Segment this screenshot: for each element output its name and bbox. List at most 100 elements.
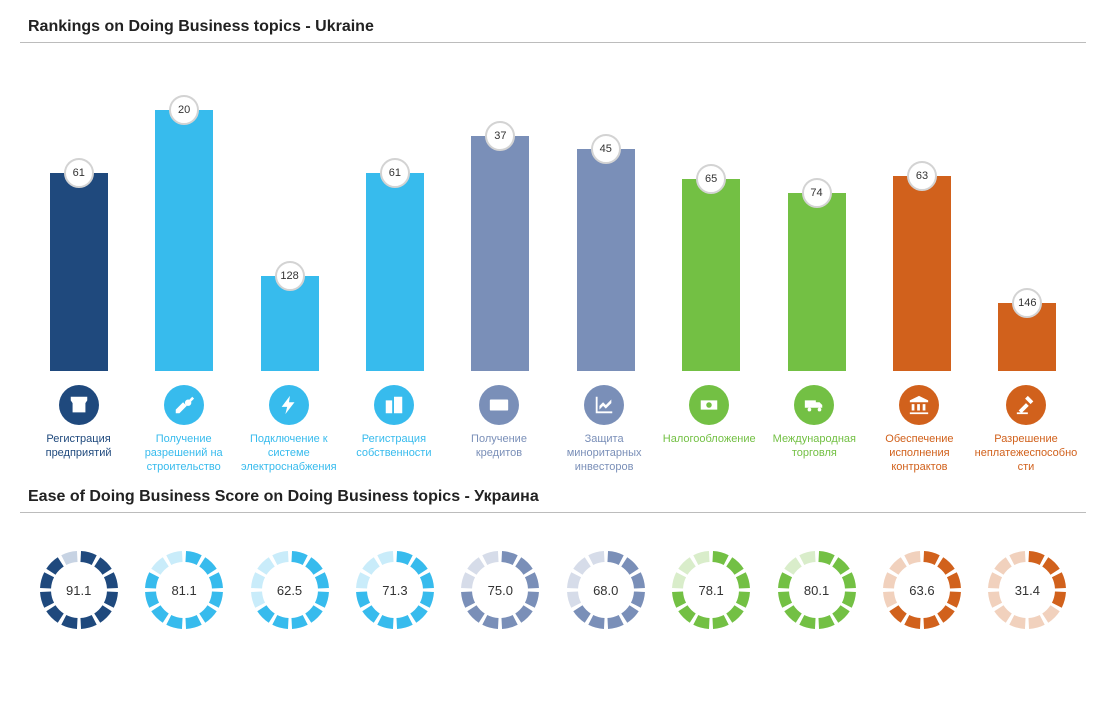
score-value: 62.5	[251, 551, 329, 629]
rank-badge: 20	[169, 95, 199, 125]
score-donut: 80.1	[764, 551, 869, 629]
scores-donut-row: 91.1 81.1 62.5 71.3 75.0 68.0 78.1 80.1 63.6 31.4	[20, 527, 1086, 629]
donut: 80.1	[778, 551, 856, 629]
legend-label: Обеспечение исполнения контрактов	[867, 433, 972, 474]
score-donut: 62.5	[237, 551, 342, 629]
legend-label: Регистрация собственности	[341, 433, 446, 461]
bar-fill	[366, 173, 424, 371]
legend-item: Регистрация собственности	[341, 385, 446, 474]
bar-column: 61	[342, 57, 447, 371]
donut: 91.1	[40, 551, 118, 629]
score-donut: 63.6	[869, 551, 974, 629]
score-donut: 81.1	[131, 551, 236, 629]
legend-item: Налогообложение	[657, 385, 762, 474]
bar: 74	[788, 193, 846, 371]
legend-item: Получение кредитов	[446, 385, 551, 474]
score-donut: 78.1	[658, 551, 763, 629]
bar-fill	[893, 176, 951, 371]
chart-icon	[584, 385, 624, 425]
bar-fill	[577, 149, 635, 371]
legend-label: Получение разрешений на строительство	[131, 433, 236, 474]
legend-label: Разрешение неплатежеспособности	[972, 433, 1080, 474]
scores-title: Ease of Doing Business Score on Doing Bu…	[28, 488, 1086, 506]
bar-fill	[682, 179, 740, 371]
bar: 20	[155, 110, 213, 371]
bar: 146	[998, 303, 1056, 371]
score-donut: 75.0	[448, 551, 553, 629]
score-value: 80.1	[778, 551, 856, 629]
donut: 78.1	[672, 551, 750, 629]
legend-item: Обеспечение исполнения контрактов	[867, 385, 972, 474]
donut: 75.0	[461, 551, 539, 629]
divider	[20, 512, 1086, 513]
bar-column: 74	[764, 57, 869, 371]
rank-badge: 74	[802, 178, 832, 208]
score-value: 63.6	[883, 551, 961, 629]
bar-column: 146	[975, 57, 1080, 371]
rank-badge: 61	[380, 158, 410, 188]
score-value: 75.0	[461, 551, 539, 629]
donut: 81.1	[145, 551, 223, 629]
buildings-icon	[374, 385, 414, 425]
rank-badge: 146	[1012, 288, 1042, 318]
money-icon	[689, 385, 729, 425]
bar-column: 45	[553, 57, 658, 371]
score-donut: 71.3	[342, 551, 447, 629]
card-icon	[479, 385, 519, 425]
rankings-bar-chart: 6120128613745657463146	[20, 57, 1086, 377]
legend-label: Регистрация предприятий	[26, 433, 131, 461]
bar: 63	[893, 176, 951, 371]
tools-icon	[164, 385, 204, 425]
rankings-title: Rankings on Doing Business topics - Ukra…	[28, 18, 1086, 36]
bar-fill	[50, 173, 108, 371]
legend-item: Международная торговля	[762, 385, 867, 474]
bar-fill	[155, 110, 213, 371]
bar-fill	[471, 136, 529, 371]
score-donut: 31.4	[975, 551, 1080, 629]
legend-label: Налогообложение	[663, 433, 756, 447]
rank-badge: 128	[275, 261, 305, 291]
score-value: 31.4	[988, 551, 1066, 629]
score-donut: 68.0	[553, 551, 658, 629]
bar: 65	[682, 179, 740, 371]
bar: 128	[261, 276, 319, 371]
score-value: 68.0	[567, 551, 645, 629]
bar-column: 61	[26, 57, 131, 371]
legend-item: Регистрация предприятий	[26, 385, 131, 474]
legend-item: Получение разрешений на строительство	[131, 385, 236, 474]
bar: 61	[50, 173, 108, 371]
rank-badge: 37	[485, 121, 515, 151]
bar-column: 20	[131, 57, 236, 371]
store-icon	[59, 385, 99, 425]
score-value: 81.1	[145, 551, 223, 629]
score-value: 71.3	[356, 551, 434, 629]
bolt-icon	[269, 385, 309, 425]
legend-label: Защита миноритарных инвесторов	[552, 433, 657, 474]
court-icon	[899, 385, 939, 425]
divider	[20, 42, 1086, 43]
bar: 61	[366, 173, 424, 371]
score-value: 78.1	[672, 551, 750, 629]
bar-fill	[788, 193, 846, 371]
rank-badge: 61	[64, 158, 94, 188]
legend-label: Международная торговля	[762, 433, 867, 461]
bar-column: 37	[448, 57, 553, 371]
legend-item: Подключение к системе электроснабжения	[236, 385, 341, 474]
legend-item: Разрешение неплатежеспособности	[972, 385, 1080, 474]
donut: 63.6	[883, 551, 961, 629]
score-value: 91.1	[40, 551, 118, 629]
rankings-legend-row: Регистрация предприятийПолучение разреше…	[20, 377, 1086, 474]
rank-badge: 65	[696, 164, 726, 194]
bar: 45	[577, 149, 635, 371]
donut: 68.0	[567, 551, 645, 629]
score-donut: 91.1	[26, 551, 131, 629]
rank-badge: 63	[907, 161, 937, 191]
rank-badge: 45	[591, 134, 621, 164]
bar-column: 63	[869, 57, 974, 371]
bar-column: 65	[658, 57, 763, 371]
donut: 71.3	[356, 551, 434, 629]
bar: 37	[471, 136, 529, 371]
donut: 31.4	[988, 551, 1066, 629]
gavel-icon	[1006, 385, 1046, 425]
truck-icon	[794, 385, 834, 425]
